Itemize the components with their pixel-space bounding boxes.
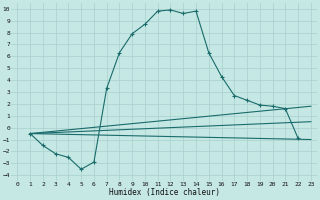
- X-axis label: Humidex (Indice chaleur): Humidex (Indice chaleur): [108, 188, 220, 197]
